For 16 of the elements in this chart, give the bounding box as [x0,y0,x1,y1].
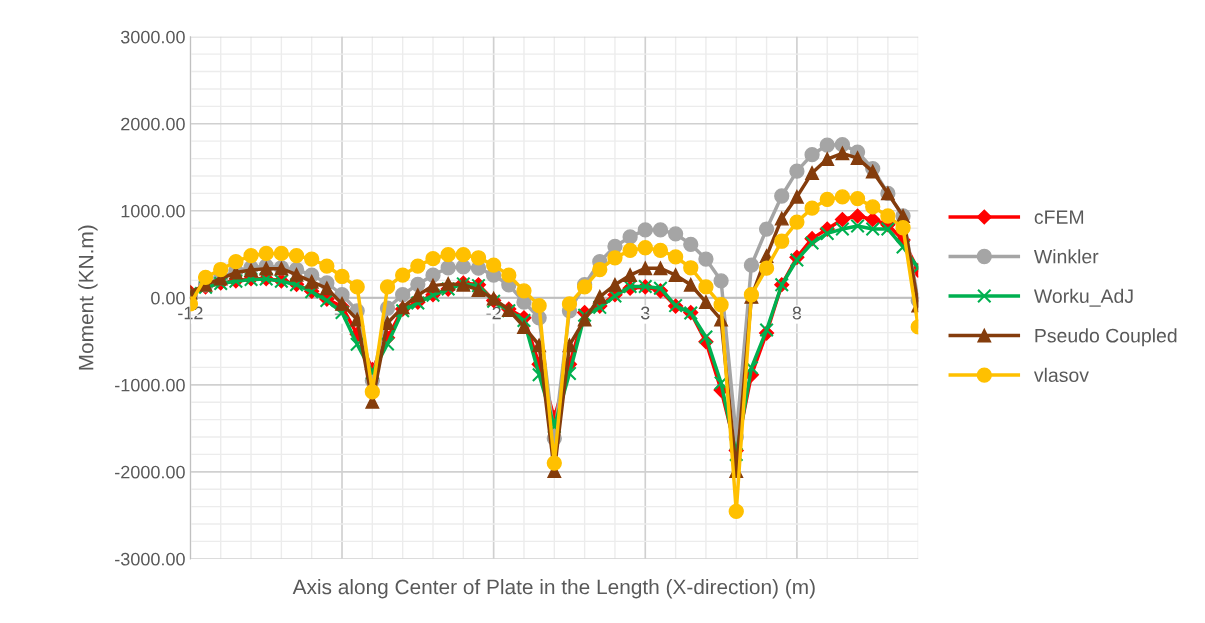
x-tick-label: 3 [640,306,650,320]
legend-label: Worku_AdJ [1033,288,1133,307]
legend-label: cFEM [1034,210,1084,224]
x-axis-title: Axis along Center of Plate in the Length (X-direction) (m) [292,579,815,599]
y-tick-label: -1000.00 [115,378,185,392]
y-axis-title: Moment (KN.m) [78,225,98,370]
legend-label: Pseudo Coupled [1035,328,1177,347]
y-tick-label: 0.00 [151,291,185,305]
legend-label: vlasov [1033,367,1089,383]
y-tick-label: 1000.00 [121,204,185,218]
y-tick-label: 3000.00 [120,30,185,44]
x-tick-label: -12 [178,306,203,320]
y-tick-label: 2000.00 [121,117,185,131]
y-tick-label: -3000.00 [115,552,185,566]
legend-label: Winkler [1033,249,1099,264]
y-tick-label: -2000.00 [115,465,185,479]
